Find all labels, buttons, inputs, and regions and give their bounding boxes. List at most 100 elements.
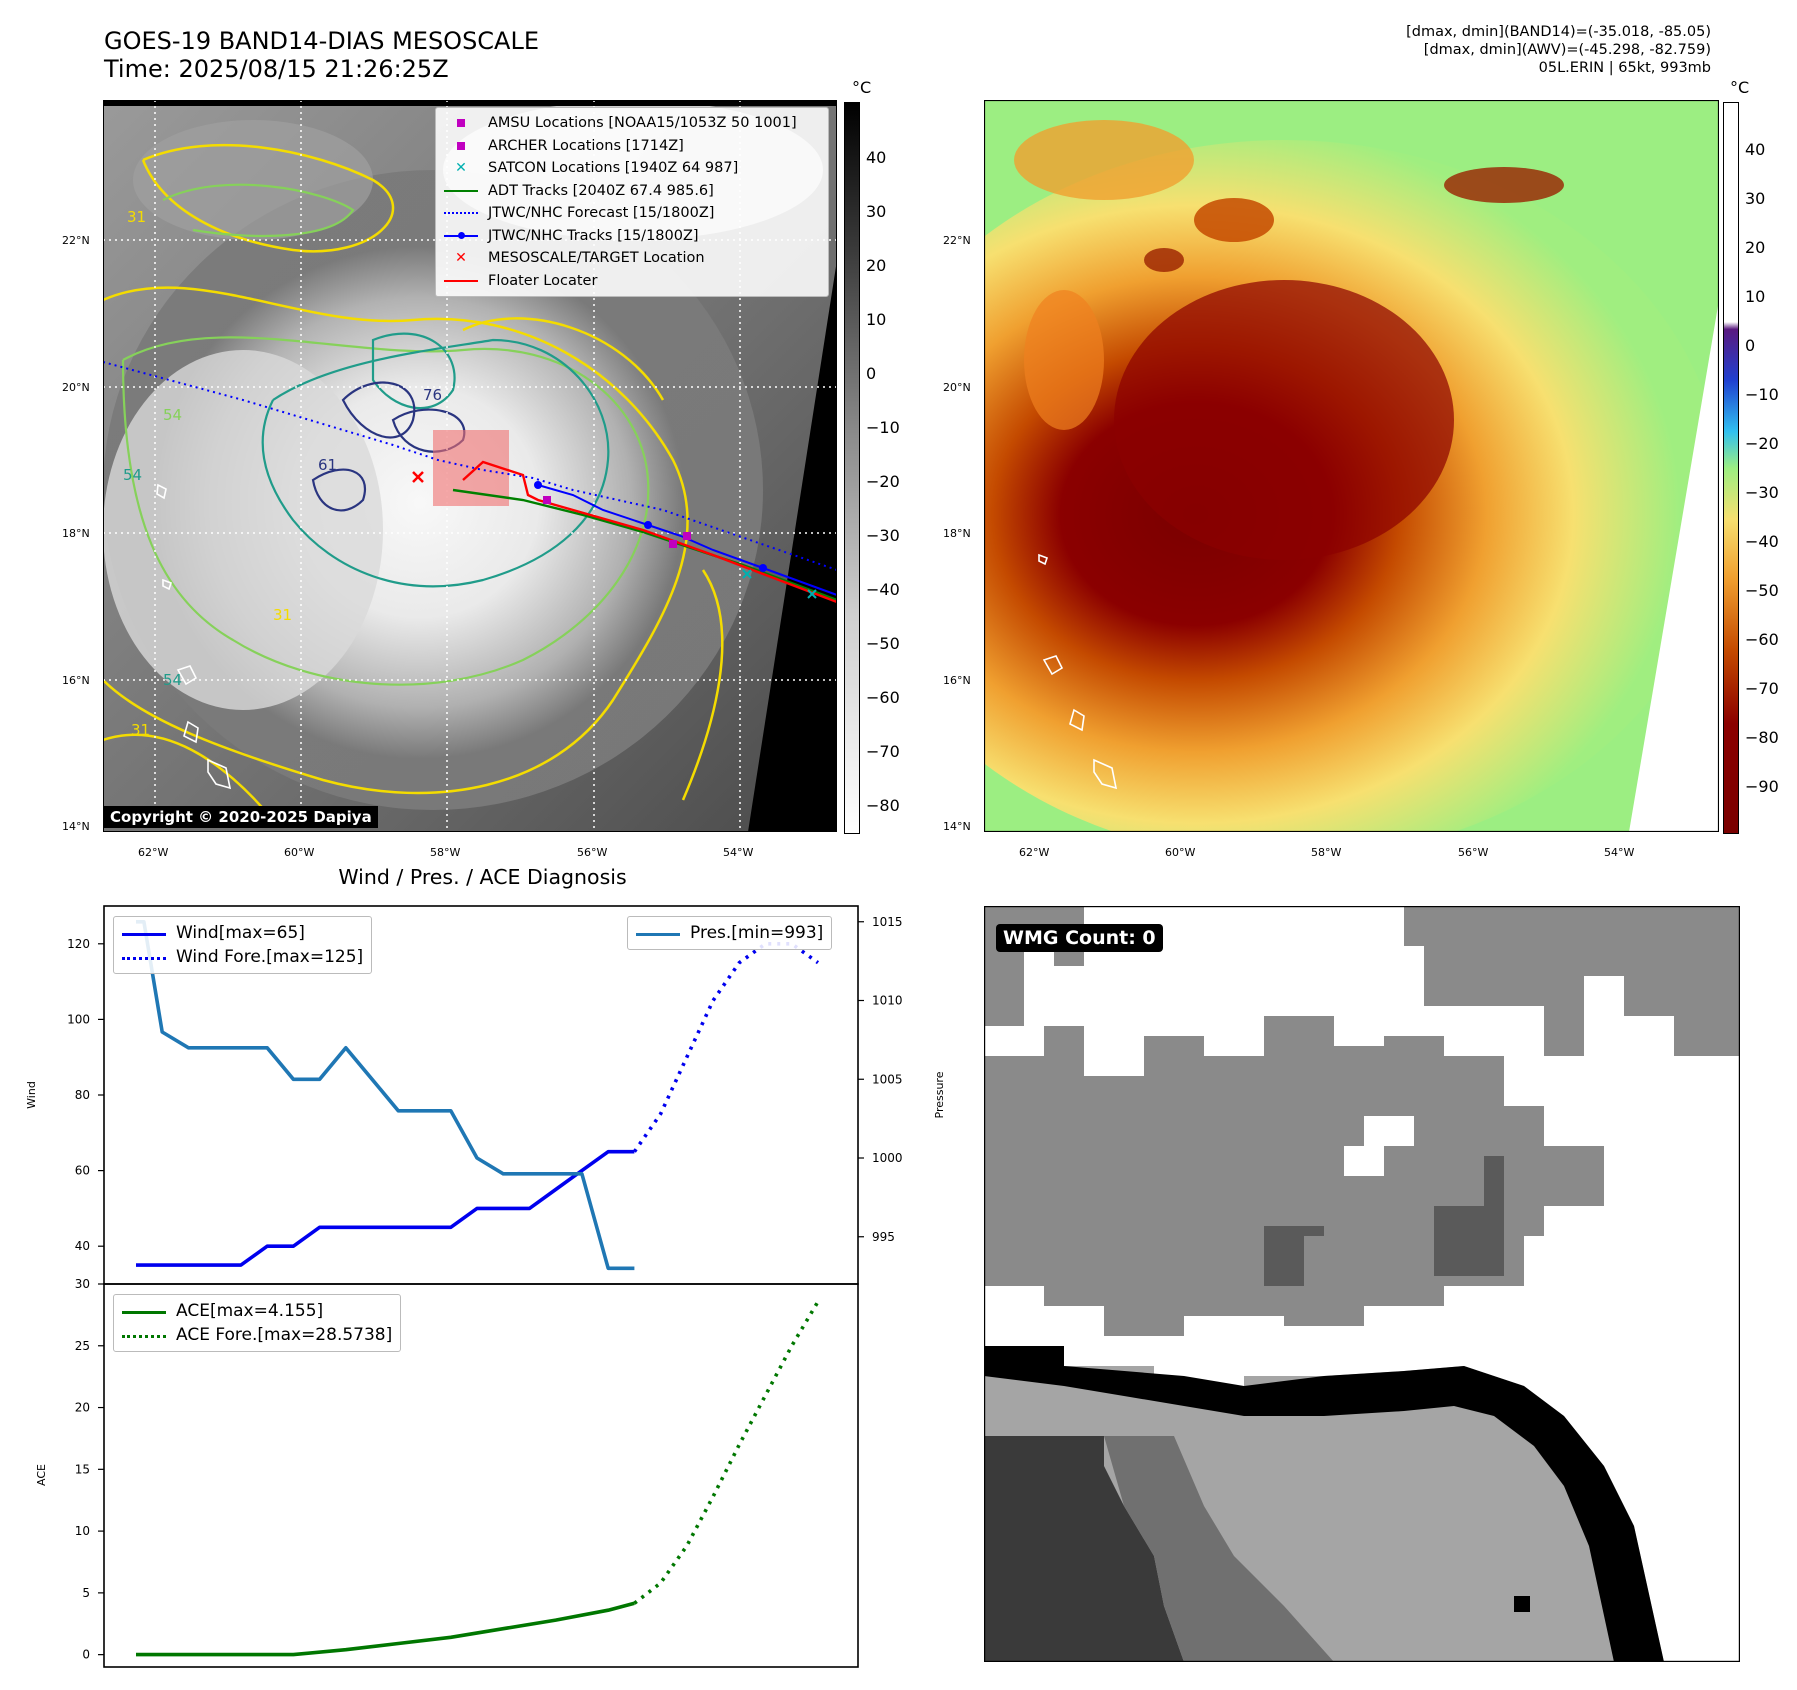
legend-item: JTWC/NHC Forecast [15/1800Z] — [444, 202, 820, 225]
legend-label: ACE Fore.[max=28.5738] — [176, 1325, 393, 1345]
lat-label: 22°N — [62, 234, 90, 247]
legend-label: Wind Fore.[max=125] — [176, 947, 364, 967]
colorbar-tick: −10 — [1745, 385, 1779, 404]
x-marker-icon: ✕ — [455, 250, 467, 267]
contour-label: 31 — [127, 208, 146, 226]
legend-label: JTWC/NHC Tracks [15/1800Z] — [488, 227, 699, 244]
lat-label: 18°N — [62, 527, 90, 540]
contour-label: 61 — [318, 456, 337, 474]
pressure-axis-label: Pressure — [933, 1071, 946, 1118]
contour-label: 31 — [131, 721, 150, 739]
lat-label: 14°N — [62, 820, 90, 833]
ace-axis-label: ACE — [35, 1464, 48, 1486]
ir-colorbar — [844, 102, 860, 834]
tick-label: 5 — [82, 1586, 90, 1600]
series-line — [136, 1601, 635, 1657]
lat-label: 14°N — [943, 820, 971, 833]
legend-label: ACE[max=4.155] — [176, 1301, 324, 1321]
pressure-legend: Pres.[min=993] — [627, 916, 833, 950]
colorbar-tick: −20 — [1745, 434, 1779, 453]
tick-label: 30 — [75, 1277, 90, 1291]
tick-label: 995 — [872, 1230, 895, 1244]
colorbar-tick: 0 — [1745, 336, 1756, 355]
lon-label: 54°W — [1604, 846, 1635, 859]
legend-label: ARCHER Locations [1714Z] — [488, 137, 684, 154]
lat-label: 16°N — [943, 674, 971, 687]
lon-label: 62°W — [1019, 846, 1050, 859]
square-marker-icon — [444, 135, 478, 157]
wind-ticks: 40 60 80 100 120 — [67, 937, 104, 1253]
lat-label: 20°N — [62, 381, 90, 394]
colorbar-tick: −70 — [1745, 679, 1779, 698]
colorbar-tick: 30 — [866, 202, 887, 221]
legend-item: ARCHER Locations [1714Z] — [444, 135, 820, 158]
series-line — [632, 941, 820, 1153]
tick-label: 120 — [67, 937, 90, 951]
colorbar-tick: 40 — [866, 148, 887, 167]
colorbar-tick: 30 — [1745, 189, 1766, 208]
tick-label: 15 — [75, 1462, 90, 1476]
legend-label: SATCON Locations [1940Z 64 987] — [488, 160, 739, 176]
tick-label: 60 — [75, 1164, 90, 1178]
colorbar-tick: −30 — [866, 526, 900, 545]
title-line-2: Time: 2025/08/15 21:26:25Z — [104, 55, 449, 83]
tick-label: 40 — [75, 1239, 90, 1253]
meta-line-2: [dmax, dmin](AWV)=(-45.298, -82.759) — [1423, 42, 1711, 58]
copyright-label: Copyright © 2020-2025 Dapiya — [104, 806, 378, 828]
wind-legend: Wind[max=65] Wind Fore.[max=125] — [113, 916, 373, 974]
solid-line-icon — [636, 922, 680, 944]
lat-label: 18°N — [943, 527, 971, 540]
series-line — [136, 1149, 635, 1267]
colorbar-tick: −80 — [866, 796, 900, 815]
contour-label: 31 — [273, 606, 292, 624]
title-line-1: GOES-19 BAND14-DIAS MESOSCALE — [104, 27, 540, 55]
lon-label: 56°W — [577, 846, 608, 859]
line-marker-icon — [444, 270, 478, 292]
colorbar-tick: −80 — [1745, 728, 1779, 747]
tick-label: 80 — [75, 1088, 90, 1102]
contour-label: 54 — [163, 671, 182, 689]
ace-ticks: 0 5 10 15 20 25 30 — [75, 1277, 104, 1662]
best-track — [537, 484, 838, 596]
legend-item: Wind Fore.[max=125] — [122, 945, 363, 969]
legend-label: AMSU Locations [NOAA15/1053Z 50 1001] — [488, 115, 797, 131]
colorbar-tick: 20 — [1745, 238, 1766, 257]
legend-item: ACE Fore.[max=28.5738] — [122, 1323, 392, 1347]
wmg-imagery — [983, 905, 1741, 1663]
legend-label: ADT Tracks [2040Z 67.4 985.6] — [488, 182, 714, 199]
tick-label: 25 — [75, 1339, 90, 1353]
ace-legend: ACE[max=4.155] ACE Fore.[max=28.5738] — [113, 1294, 402, 1352]
colorbar-tick: 10 — [1745, 287, 1766, 306]
colorbar-tick: −50 — [866, 634, 900, 653]
legend-item: ✕ SATCON Locations [1940Z 64 987] — [444, 157, 820, 180]
ace-series — [136, 1300, 820, 1657]
legend-item: ACE[max=4.155] — [122, 1299, 392, 1323]
tick-label: 100 — [67, 1012, 90, 1026]
colorbar-tick: −90 — [1745, 777, 1779, 796]
tick-label: 1010 — [872, 994, 903, 1008]
colorbar-tick: −30 — [1745, 483, 1779, 502]
legend-label: MESOSCALE/TARGET Location — [488, 250, 705, 266]
awv-panel — [844, 99, 1724, 860]
colorbar-tick: −70 — [866, 742, 900, 761]
series-line — [136, 919, 635, 1271]
contour-label: 76 — [423, 386, 442, 404]
wind-axis-label: Wind — [25, 1081, 38, 1109]
contour-label: 54 — [163, 406, 182, 424]
dotted-line-icon — [122, 1324, 166, 1346]
intensity-metadata: [dmax, dmin](BAND14)=(-35.018, -85.05) [… — [1406, 23, 1711, 77]
legend-item: AMSU Locations [NOAA15/1053Z 50 1001] — [444, 112, 820, 135]
colorbar-tick: 0 — [866, 364, 877, 383]
legend-item: ADT Tracks [2040Z 67.4 985.6] — [444, 180, 820, 203]
tick-label: 1015 — [872, 915, 903, 929]
floater-track — [462, 460, 838, 604]
tick-label: 10 — [75, 1524, 90, 1538]
dotted-line-icon — [444, 202, 478, 224]
colorbar-tick: 40 — [1745, 140, 1766, 159]
lat-label: 22°N — [943, 234, 971, 247]
colorbar-tick: 10 — [866, 310, 887, 329]
diagnosis-title: Wind / Pres. / ACE Diagnosis — [338, 865, 627, 889]
legend-label: Floater Locater — [488, 272, 598, 289]
legend-label: JTWC/NHC Forecast [15/1800Z] — [488, 205, 715, 221]
tick-label: 20 — [75, 1401, 90, 1415]
